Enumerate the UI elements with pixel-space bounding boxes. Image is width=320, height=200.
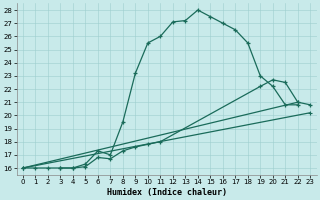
X-axis label: Humidex (Indice chaleur): Humidex (Indice chaleur) — [107, 188, 227, 197]
